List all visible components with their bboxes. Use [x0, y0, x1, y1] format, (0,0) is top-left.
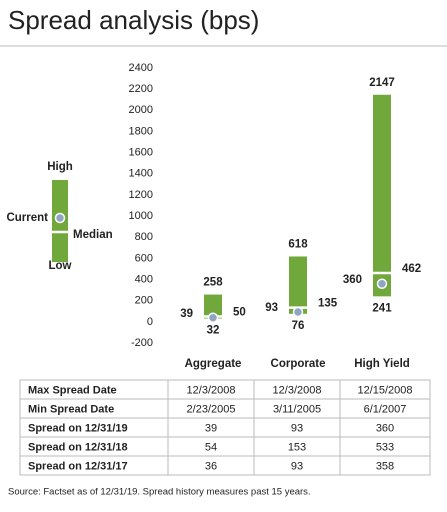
- current-label: 360: [343, 274, 362, 286]
- median-label: 50: [233, 307, 246, 319]
- y-tick-label: 600: [135, 252, 153, 264]
- median-label: 462: [402, 263, 421, 275]
- range-bar: [373, 94, 391, 297]
- y-tick-label: 1200: [129, 189, 153, 201]
- row-header: Spread on 12/31/18: [28, 441, 128, 453]
- y-tick-label: 1800: [129, 125, 153, 137]
- table-cell: 3/11/2005: [273, 403, 321, 415]
- current-label: 93: [265, 302, 278, 314]
- y-tick-label: 2400: [129, 62, 153, 74]
- category-label: High Yield: [354, 358, 410, 370]
- row-header: Spread on 12/31/17: [28, 460, 128, 472]
- y-tick-label: -200: [131, 337, 153, 349]
- median-label: 135: [318, 298, 338, 310]
- table-cell: 358: [376, 460, 394, 472]
- range-bar: [204, 294, 222, 319]
- y-tick-label: 400: [135, 273, 153, 285]
- current-dot: [292, 306, 304, 318]
- table-cell: 6/1/2007: [364, 403, 407, 415]
- y-tick-label: 200: [135, 295, 153, 307]
- table-border: [19, 379, 431, 476]
- legend-low: Low: [49, 260, 72, 272]
- y-tick-label: 1400: [129, 168, 153, 180]
- row-header: Min Spread Date: [28, 403, 114, 415]
- table-cell: 93: [291, 422, 303, 434]
- table-cell: 12/3/2008: [273, 384, 322, 396]
- table-cell: 93: [291, 460, 303, 472]
- y-tick-label: 2000: [129, 104, 153, 116]
- title: Spread analysis (bps): [8, 5, 259, 35]
- low-label: 76: [292, 320, 305, 332]
- range-bar: [289, 256, 307, 314]
- table-cell: 12/15/2008: [357, 384, 412, 396]
- low-label: 241: [372, 302, 392, 314]
- table-cell: 54: [205, 441, 217, 453]
- table-cell: 36: [205, 460, 217, 472]
- table-cell: 153: [288, 441, 306, 453]
- table-cell: 533: [376, 441, 394, 453]
- category-label: Corporate: [271, 358, 326, 370]
- legend-current-label: Current: [6, 212, 48, 224]
- row-header: Max Spread Date: [28, 384, 117, 396]
- y-tick-label: 1000: [129, 210, 153, 222]
- high-label: 258: [203, 277, 223, 289]
- table-cell: 39: [205, 422, 217, 434]
- footnote: Source: Factset as of 12/31/19. Spread h…: [8, 487, 311, 498]
- legend-high: High: [47, 161, 73, 173]
- table-cell: 360: [376, 422, 394, 434]
- table-cell: 12/3/2008: [187, 384, 236, 396]
- low-label: 32: [207, 324, 220, 336]
- y-tick-label: 800: [135, 231, 153, 243]
- current-label: 39: [180, 308, 193, 320]
- current-dot: [376, 278, 388, 290]
- legend-current: [54, 212, 66, 224]
- table-cell: 2/23/2005: [187, 403, 236, 415]
- high-label: 618: [288, 239, 308, 251]
- current-dot: [207, 312, 219, 323]
- y-tick-label: 1600: [129, 147, 153, 159]
- legend-median-label: Median: [73, 229, 113, 241]
- high-label: 2147: [369, 77, 395, 89]
- category-label: Aggregate: [185, 358, 242, 370]
- y-tick-label: 0: [147, 316, 153, 328]
- y-tick-label: 2200: [129, 83, 153, 95]
- row-header: Spread on 12/31/19: [28, 422, 128, 434]
